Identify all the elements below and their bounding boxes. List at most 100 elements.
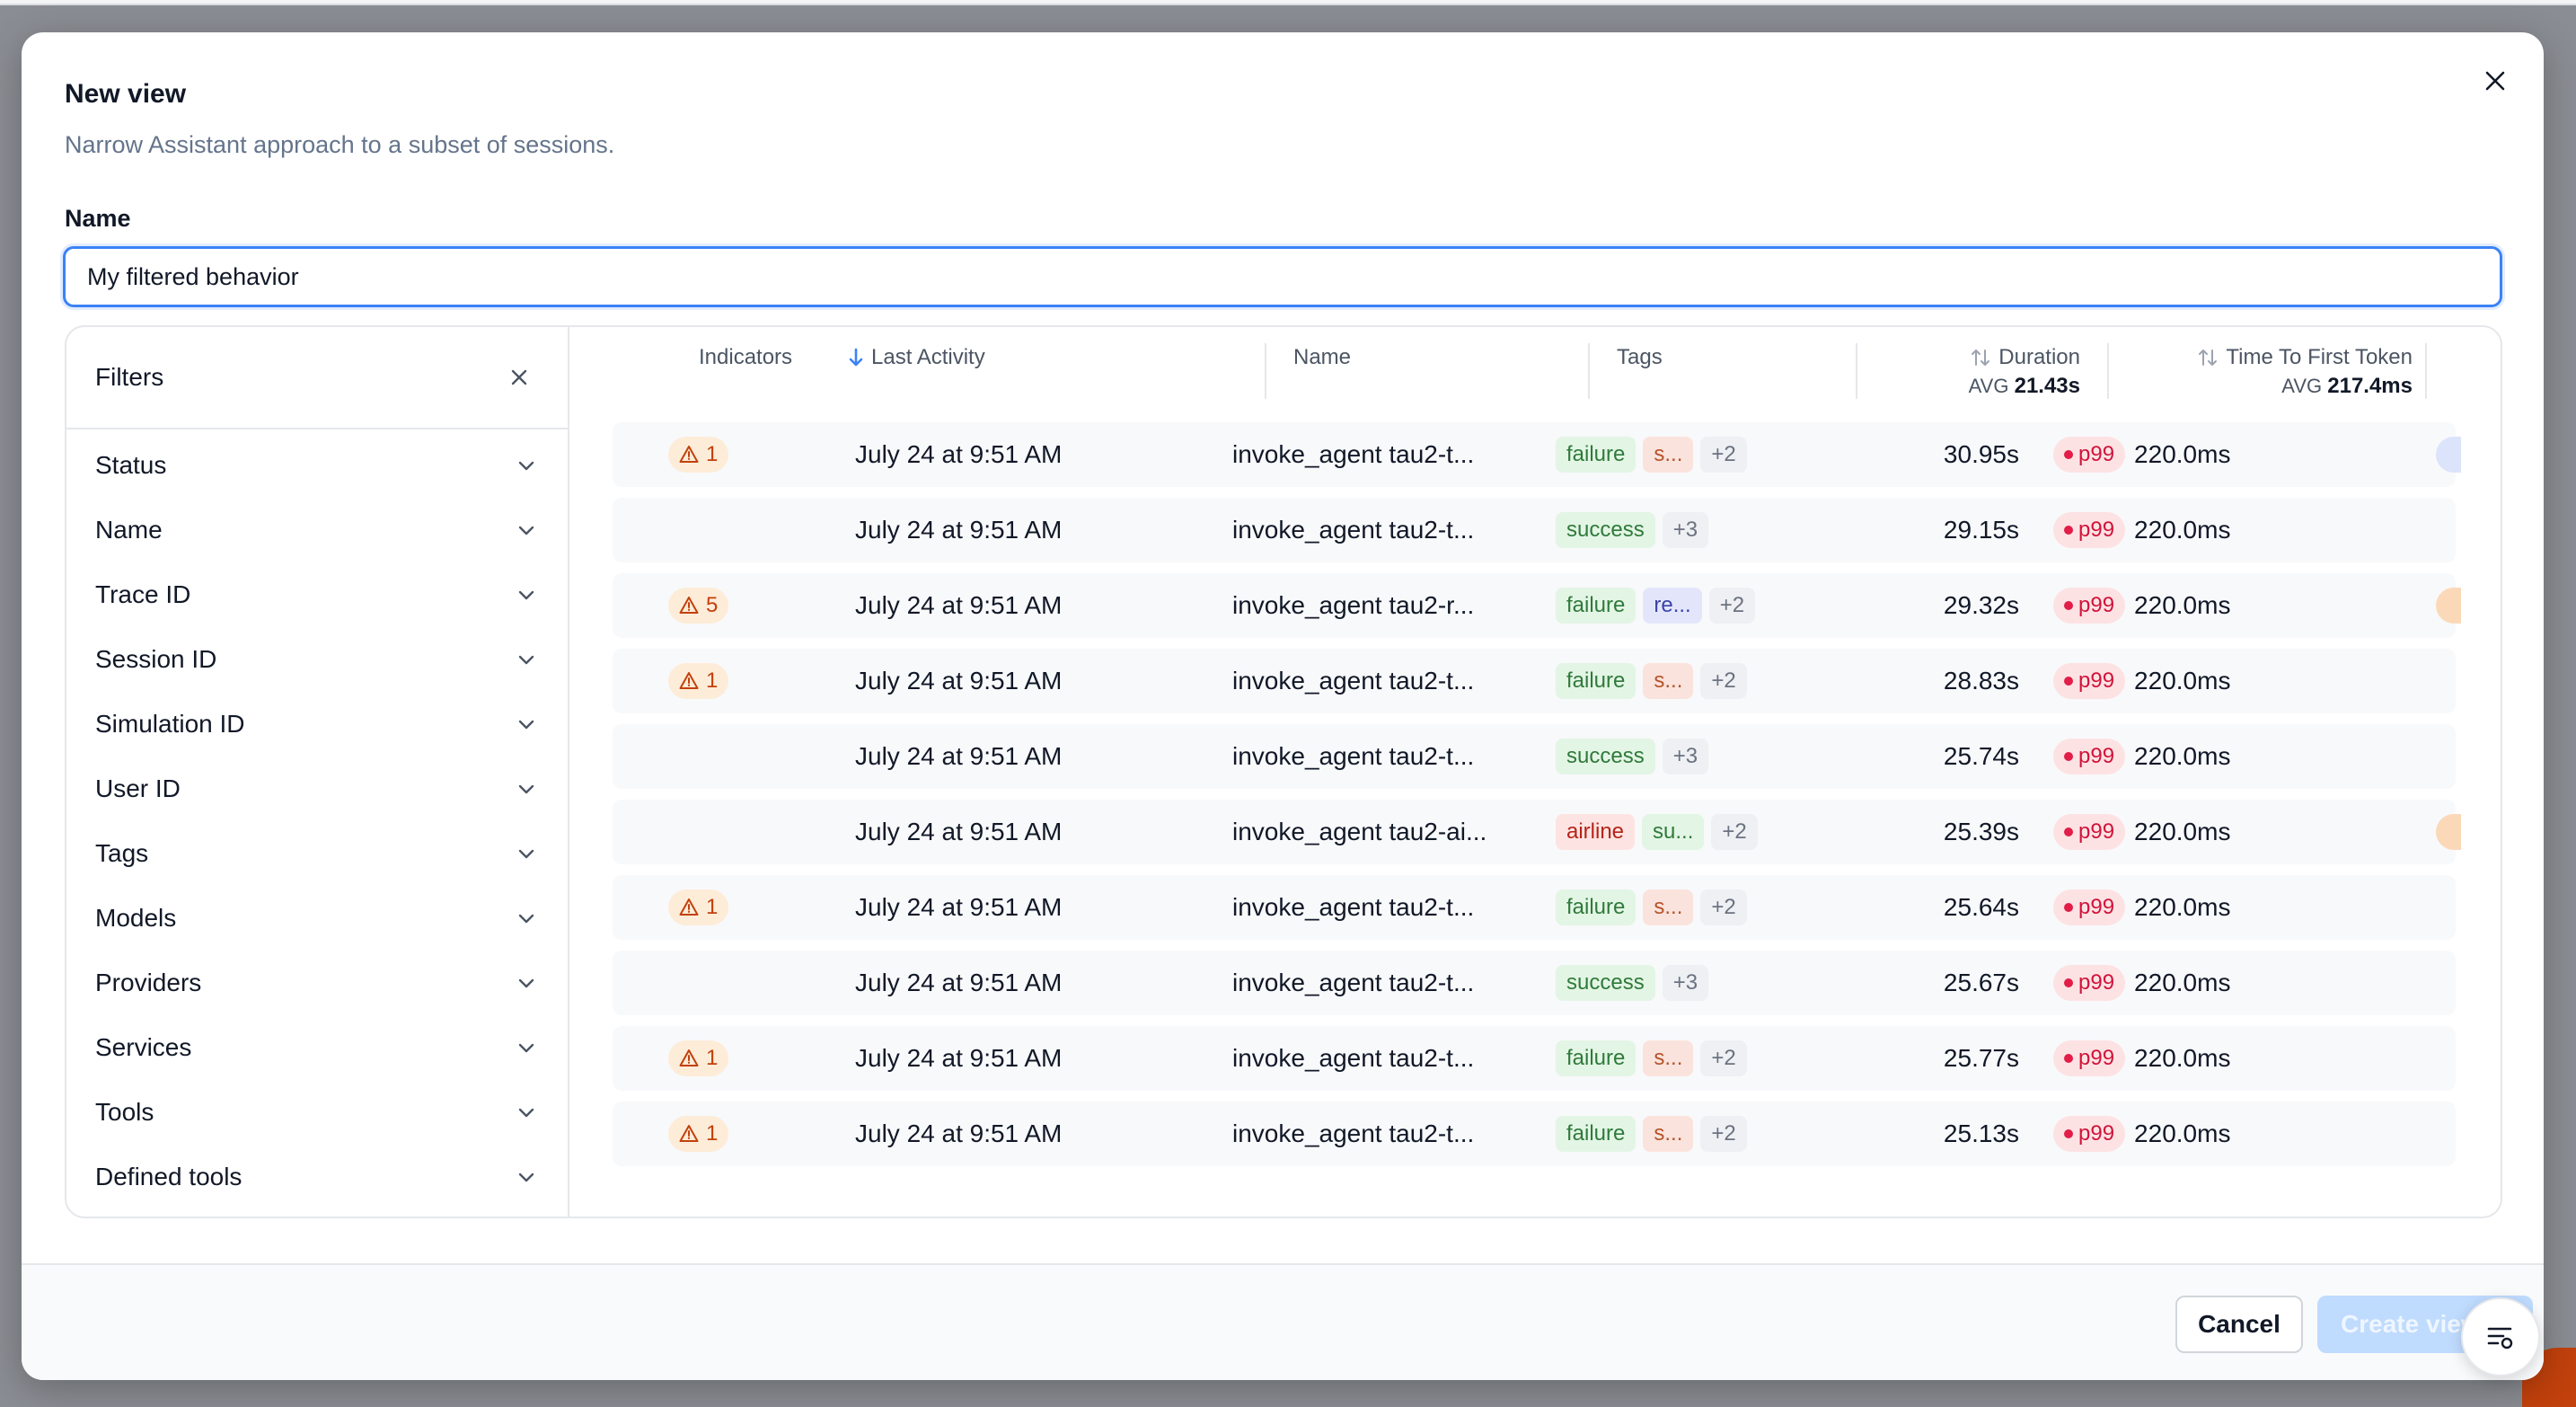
chevron-down-icon xyxy=(518,1108,534,1118)
warning-indicator-badge[interactable]: 1 xyxy=(668,663,729,699)
column-tags[interactable]: Tags xyxy=(1617,345,1663,370)
more-tags-badge[interactable]: +2 xyxy=(1708,588,1756,624)
table-row[interactable]: July 24 at 9:51 AM invoke_agent tau2-t...… xyxy=(613,951,2456,1015)
duration-cell: 25.39s xyxy=(1943,818,2019,845)
tag-chip[interactable]: failure xyxy=(1556,437,1636,473)
tag-chip[interactable]: success xyxy=(1556,512,1655,548)
more-tags-badge[interactable]: +3 xyxy=(1662,965,1709,1001)
filter-services[interactable]: Services xyxy=(66,1015,568,1080)
floating-settings-button[interactable] xyxy=(2461,1297,2540,1376)
ttft-value: 220.0ms xyxy=(2134,440,2231,468)
status-dot xyxy=(2064,601,2073,610)
tag-chip[interactable]: success xyxy=(1556,739,1655,774)
table-row[interactable]: 1 July 24 at 9:51 AM invoke_agent tau2-t..… xyxy=(613,649,2456,713)
table-row[interactable]: 1 July 24 at 9:51 AM invoke_agent tau2-t..… xyxy=(613,1102,2456,1166)
column-last-activity[interactable]: Last Activity xyxy=(848,345,985,370)
column-name[interactable]: Name xyxy=(1293,345,1351,370)
cancel-button[interactable]: Cancel xyxy=(2175,1296,2303,1353)
last-activity-cell: July 24 at 9:51 AM xyxy=(855,969,1063,996)
filter-list: Status Name Trace ID Session ID Simulation I… xyxy=(66,429,568,1209)
ttft-avg-value: 217.4ms xyxy=(2327,374,2413,398)
table-row[interactable]: 1 July 24 at 9:51 AM invoke_agent tau2-t..… xyxy=(613,875,2456,940)
indicators-cell: 5 xyxy=(668,573,729,638)
tags-cell: success +3 xyxy=(1556,498,1709,562)
name-cell: invoke_agent tau2-t... xyxy=(1232,893,1475,921)
table-row[interactable]: 1 July 24 at 9:51 AM invoke_agent tau2-t..… xyxy=(613,422,2461,487)
tag-chip[interactable]: s... xyxy=(1643,889,1694,925)
filter-tags[interactable]: Tags xyxy=(66,821,568,886)
filter-user-id[interactable]: User ID xyxy=(66,757,568,821)
filter-label: User ID xyxy=(95,774,181,802)
tag-chip[interactable]: failure xyxy=(1556,1116,1636,1152)
tags-cell: failure s... +2 xyxy=(1556,875,1747,940)
clear-filters-button[interactable] xyxy=(501,359,537,395)
chevron-down-icon xyxy=(518,720,534,730)
last-activity-cell: July 24 at 9:51 AM xyxy=(855,667,1063,695)
tag-chip[interactable]: failure xyxy=(1556,663,1636,699)
table-row[interactable]: July 24 at 9:51 AM invoke_agent tau2-t...… xyxy=(613,498,2456,562)
tag-chip[interactable]: failure xyxy=(1556,889,1636,925)
view-name-input[interactable] xyxy=(63,246,2502,307)
table-row[interactable]: 1 July 24 at 9:51 AM invoke_agent tau2-t..… xyxy=(613,1026,2456,1091)
tag-chip[interactable]: s... xyxy=(1643,1040,1694,1076)
table-row[interactable]: July 24 at 9:51 AM invoke_agent tau2-ai..… xyxy=(613,800,2461,864)
filter-trace-id[interactable]: Trace ID xyxy=(66,562,568,627)
tag-chip[interactable]: airline xyxy=(1556,814,1636,850)
warning-icon xyxy=(679,446,699,463)
more-tags-badge[interactable]: +2 xyxy=(1700,663,1747,699)
warning-indicator-badge[interactable]: 1 xyxy=(668,437,729,473)
chevron-down-icon xyxy=(518,978,534,988)
status-dot xyxy=(2064,903,2073,912)
more-tags-badge[interactable]: +2 xyxy=(1700,889,1747,925)
more-tags-badge[interactable]: +3 xyxy=(1662,512,1709,548)
more-tags-badge[interactable]: +3 xyxy=(1662,739,1709,774)
ttft-cell: p99 220.0ms xyxy=(2053,800,2230,864)
column-indicators[interactable]: Indicators xyxy=(699,345,792,370)
table-row[interactable]: 5 July 24 at 9:51 AM invoke_agent tau2-r..… xyxy=(613,573,2461,638)
more-tags-badge[interactable]: +2 xyxy=(1711,814,1758,850)
warning-count: 1 xyxy=(706,1046,719,1070)
more-tags-badge[interactable]: +2 xyxy=(1700,1040,1747,1076)
warning-indicator-badge[interactable]: 1 xyxy=(668,1116,729,1152)
filter-defined-tools[interactable]: Defined tools xyxy=(66,1145,568,1209)
tag-chip[interactable]: su... xyxy=(1642,814,1705,850)
ttft-value: 220.0ms xyxy=(2134,893,2231,921)
tag-chip[interactable]: re... xyxy=(1643,588,1702,624)
filter-simulation-id[interactable]: Simulation ID xyxy=(66,692,568,757)
filter-tools[interactable]: Tools xyxy=(66,1080,568,1145)
tag-chip[interactable]: s... xyxy=(1643,437,1694,473)
more-tags-badge[interactable]: +2 xyxy=(1700,1116,1747,1152)
tag-chip[interactable]: failure xyxy=(1556,588,1636,624)
close-dialog-button[interactable] xyxy=(2474,59,2517,102)
table-row[interactable]: July 24 at 9:51 AM invoke_agent tau2-t...… xyxy=(613,724,2456,789)
warning-indicator-badge[interactable]: 5 xyxy=(668,588,729,624)
p99-label: p99 xyxy=(2078,819,2115,844)
filter-status[interactable]: Status xyxy=(66,433,568,498)
last-activity-cell: July 24 at 9:51 AM xyxy=(855,516,1063,544)
warning-indicator-badge[interactable]: 1 xyxy=(668,1040,729,1076)
warning-icon xyxy=(679,1049,699,1066)
ttft-value: 220.0ms xyxy=(2134,742,2231,770)
warning-count: 5 xyxy=(706,593,719,617)
tag-chip[interactable]: s... xyxy=(1643,1116,1694,1152)
filter-models[interactable]: Models xyxy=(66,886,568,951)
filter-session-id[interactable]: Session ID xyxy=(66,627,568,692)
filter-providers[interactable]: Providers xyxy=(66,951,568,1015)
filter-name[interactable]: Name xyxy=(66,498,568,562)
warning-indicator-badge[interactable]: 1 xyxy=(668,889,729,925)
column-time-to-first-token[interactable]: Time To First Token AVG 217.4ms xyxy=(2152,345,2413,399)
duration-cell: 29.15s xyxy=(1943,516,2019,544)
filter-preview-panel: Filters Status Name Trace ID Session ID Simu… xyxy=(65,325,2502,1218)
more-tags-badge[interactable]: +2 xyxy=(1700,437,1747,473)
tags-cell: failure s... +2 xyxy=(1556,649,1747,713)
duration-avg-value: 21.43s xyxy=(2014,374,2080,398)
tag-chip[interactable]: failure xyxy=(1556,1040,1636,1076)
dialog-subtitle: Narrow Assistant approach to a subset of… xyxy=(65,131,615,158)
filter-label: Defined tools xyxy=(95,1163,243,1190)
tag-chip[interactable]: s... xyxy=(1643,663,1694,699)
column-duration[interactable]: Duration AVG 21.43s xyxy=(1954,345,2080,399)
last-activity-cell: July 24 at 9:51 AM xyxy=(855,1119,1063,1147)
warning-count: 1 xyxy=(706,668,719,693)
column-divider xyxy=(1588,343,1590,399)
tag-chip[interactable]: success xyxy=(1556,965,1655,1001)
